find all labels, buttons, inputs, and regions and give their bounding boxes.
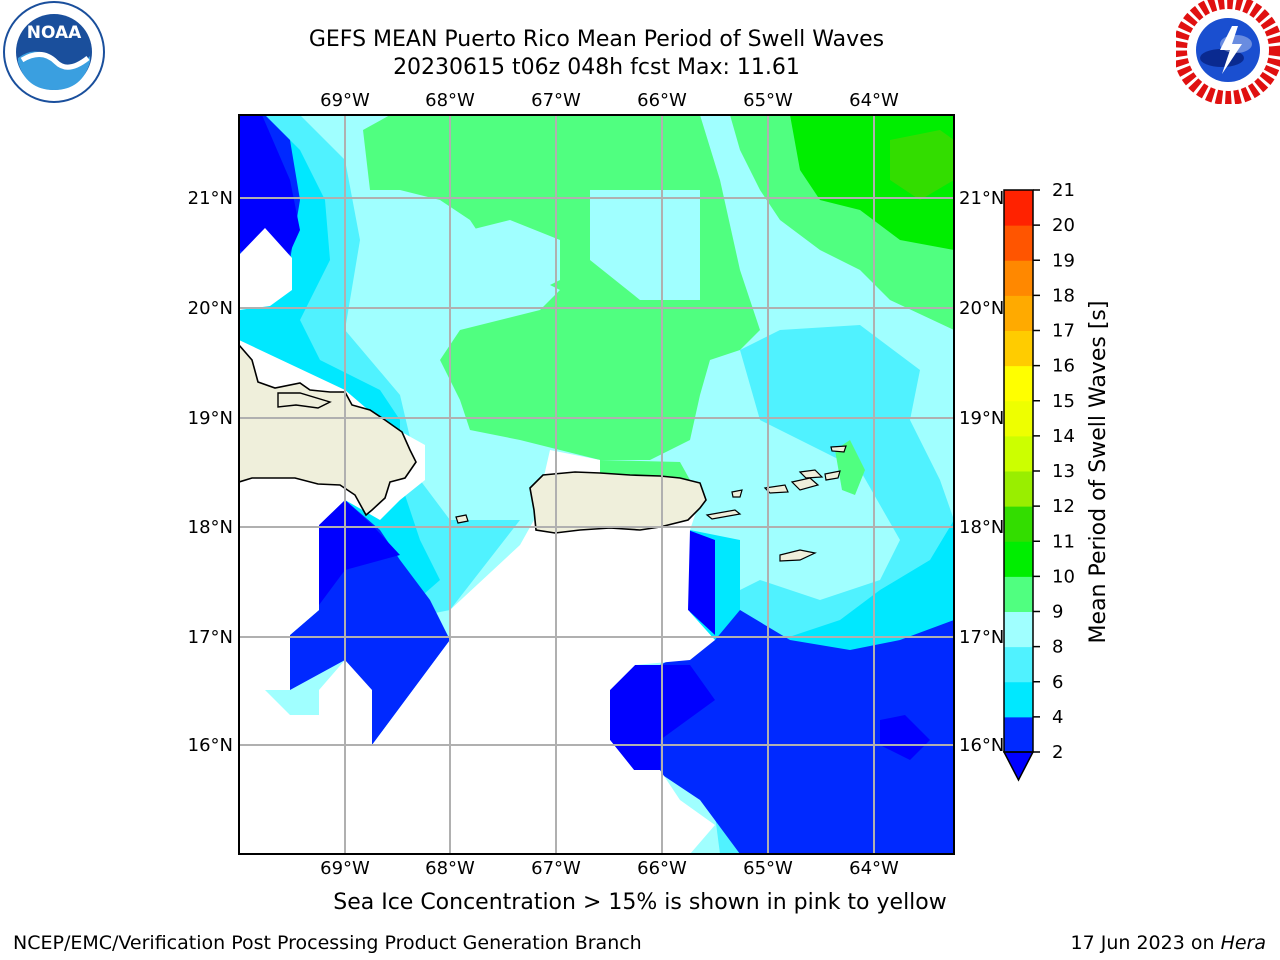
swell-period-field: [239, 115, 954, 854]
field-2-4s-west: [265, 500, 450, 745]
noaa-logo: NOAA: [3, 1, 105, 103]
colorbar-tick-label: 11: [1052, 531, 1075, 552]
map-subtitle: 20230615 t06z 048h fcst Max: 11.61: [393, 55, 800, 80]
noaa-logo-text: NOAA: [27, 23, 82, 43]
map-frame: [238, 114, 955, 855]
colorbar-segment: [1004, 400, 1033, 437]
lon-label-bottom: 64°W: [849, 858, 899, 879]
colorbar-segment: [1004, 541, 1033, 577]
colorbar-tick-label: 10: [1052, 566, 1075, 587]
field-below-2s-north: [239, 115, 300, 270]
lat-label-left: 19°N: [188, 408, 233, 429]
lon-label-bottom: 66°W: [637, 858, 687, 879]
lon-label-top: 69°W: [320, 90, 370, 111]
colorbar-segment: [1004, 365, 1033, 402]
lon-label-bottom: 68°W: [425, 858, 475, 879]
footer-host: Hera: [1220, 932, 1266, 954]
lon-label-top: 68°W: [425, 90, 475, 111]
lon-label-bottom: 69°W: [320, 858, 370, 879]
colorbar-tick-label: 9: [1052, 602, 1063, 623]
vieques-island: [705, 509, 742, 520]
field-8-9s-patch-2: [590, 190, 700, 300]
anegada-island: [830, 445, 847, 453]
colorbar-tick-label: 12: [1052, 496, 1075, 517]
lat-label-left: 20°N: [188, 298, 233, 319]
lon-label-bottom: 67°W: [531, 858, 581, 879]
tortola-island: [798, 469, 824, 479]
st-croix-island: [779, 549, 817, 562]
lat-label-right: 21°N: [959, 188, 1004, 209]
colorbar-segment: [1004, 646, 1033, 683]
culebra-island: [731, 489, 743, 498]
colorbar-tick-label: 13: [1052, 461, 1075, 482]
colorbar-segment: [1004, 260, 1033, 296]
colorbar-tick-label: 6: [1052, 672, 1063, 693]
colorbar-tick-label: 4: [1052, 707, 1063, 728]
footer-credit: NCEP/EMC/Verification Post Processing Pr…: [13, 932, 642, 954]
tortuga-island: [277, 392, 332, 409]
colorbar-tick-label: 19: [1052, 250, 1075, 271]
lon-label-top: 66°W: [637, 90, 687, 111]
colorbar-segment: [1004, 576, 1033, 612]
colorbar-tick-label: 16: [1052, 356, 1075, 377]
field-below-2s-east: [688, 530, 715, 635]
lat-label-right: 16°N: [959, 735, 1004, 756]
colorbar-segment: [1004, 471, 1033, 507]
lon-label-bottom: 65°W: [743, 858, 793, 879]
mona-island: [455, 514, 469, 524]
map-title: GEFS MEAN Puerto Rico Mean Period of Swe…: [308, 27, 885, 52]
colorbar-tick-label: 8: [1052, 637, 1063, 658]
colorbar-segment: [1004, 225, 1033, 261]
colorbar-tick-label: 15: [1052, 391, 1075, 412]
colorbar-extend-arrow: [1002, 751, 1035, 782]
colorbar-segment: [1004, 190, 1033, 226]
footer-date: 17 Jun 2023 on Hera: [1071, 932, 1266, 954]
masked-region-north: [239, 228, 292, 310]
st-john-island: [790, 477, 820, 491]
colorbar-segment: [1004, 295, 1033, 331]
colorbar-tick-label: 20: [1052, 215, 1075, 236]
colorbar-tick-label: 18: [1052, 285, 1075, 306]
field-below-2s-southeast: [880, 715, 930, 760]
longitude-labels: 69°W 68°W 67°W 66°W 65°W 64°W 69°W 68°W …: [320, 90, 899, 879]
lon-label-top: 65°W: [743, 90, 793, 111]
colorbar: 2 4 6 8 9 10 11 12 13 14 15 16 17 18 19 20 21: [1002, 180, 1075, 782]
footer-date-text: 17 Jun 2023 on: [1070, 932, 1221, 954]
lat-label-right: 18°N: [959, 517, 1004, 538]
latitude-labels: 21°N 20°N 19°N 18°N 17°N 16°N 21°N 20°N …: [188, 188, 1005, 756]
colorbar-tick-label: 21: [1052, 180, 1075, 201]
graticule: [239, 115, 954, 854]
field-9-10s-cell: [835, 440, 865, 495]
lat-label-right: 20°N: [959, 298, 1004, 319]
lat-label-left: 18°N: [188, 517, 233, 538]
colorbar-segment: [1004, 435, 1033, 472]
field-11-12s: [890, 130, 954, 200]
lat-label-left: 16°N: [188, 735, 233, 756]
nws-logo: [1176, 0, 1280, 104]
lon-label-top: 64°W: [849, 90, 899, 111]
lat-label-left: 17°N: [188, 627, 233, 648]
colorbar-segment: [1004, 506, 1033, 542]
colorbar-tick-label: 14: [1052, 426, 1075, 447]
colorbar-segment: [1004, 330, 1033, 367]
sea-ice-note: Sea Ice Concentration > 15% is shown in …: [333, 890, 947, 915]
lat-label-right: 19°N: [959, 408, 1004, 429]
colorbar-segment: [1004, 611, 1033, 648]
lat-label-right: 17°N: [959, 627, 1004, 648]
virgin-gorda-island: [824, 470, 841, 481]
lat-label-left: 21°N: [188, 188, 233, 209]
hispaniola-land: [239, 343, 417, 517]
colorbar-label: Mean Period of Swell Waves [s]: [1086, 301, 1111, 644]
colorbar-segment: [1004, 716, 1033, 753]
colorbar-tick-label: 17: [1052, 321, 1075, 342]
field-8-9s-patch: [470, 220, 560, 300]
field-2-4s-southeast: [610, 610, 954, 854]
colorbar-tick-label: 2: [1052, 742, 1063, 763]
colorbar-segment: [1004, 681, 1033, 718]
lon-label-top: 67°W: [531, 90, 581, 111]
